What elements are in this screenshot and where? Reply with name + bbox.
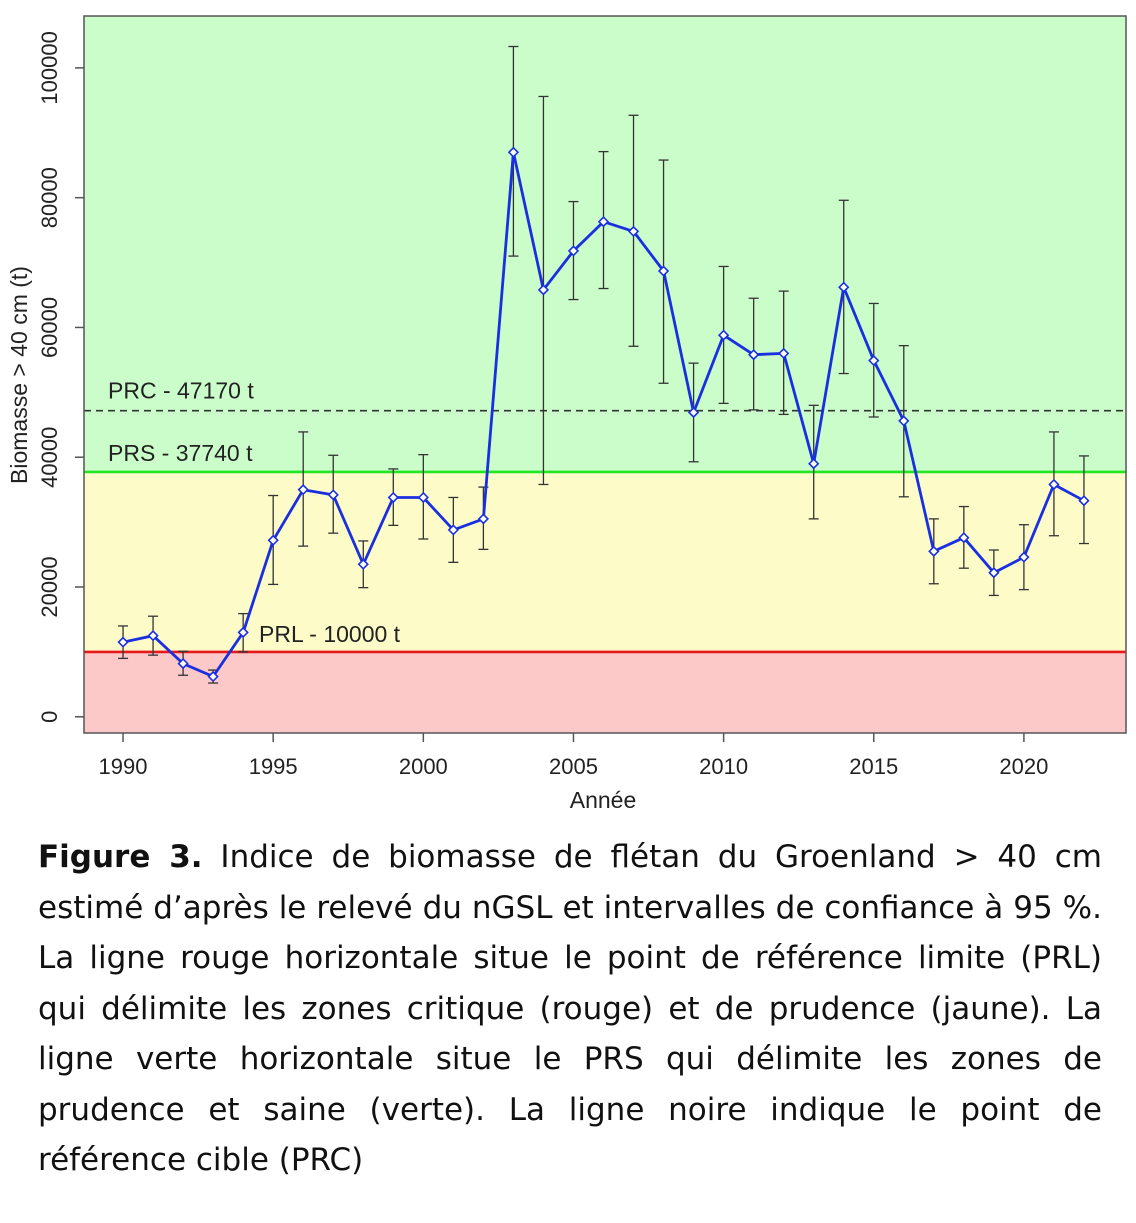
caption-text: Indice de biomasse de flétan du Groenlan… xyxy=(38,839,1102,1178)
data-point xyxy=(1078,495,1090,507)
data-point xyxy=(507,146,520,158)
data-point xyxy=(928,545,940,557)
data-point xyxy=(267,534,279,546)
y-tick-label: 20000 xyxy=(37,556,62,617)
data-point xyxy=(237,626,249,639)
y-tick-label: 60000 xyxy=(37,297,62,358)
data-point xyxy=(687,406,700,419)
zone-prudence xyxy=(84,471,1126,652)
data-point xyxy=(988,567,1000,579)
reference-lines xyxy=(84,409,1126,654)
data-point xyxy=(1048,478,1060,491)
data-point xyxy=(537,284,550,296)
data-point xyxy=(627,225,640,238)
x-tick-label: 2005 xyxy=(549,754,598,779)
y-axis: 0 20000 40000 60000 80000 100000 xyxy=(37,31,84,723)
data-point xyxy=(657,265,670,277)
data-point xyxy=(147,630,159,642)
zone-backgrounds xyxy=(84,16,1126,733)
x-tick-label: 2015 xyxy=(849,754,898,779)
x-tick-label: 1990 xyxy=(99,754,148,779)
data-point xyxy=(297,484,309,496)
data-point xyxy=(838,281,850,293)
reference-labels: PRL - 10000 t PRS - 37740 t PRC - 47170 t xyxy=(108,378,401,647)
y-tick-label: 80000 xyxy=(37,167,62,228)
data-point xyxy=(447,524,459,536)
x-tick-label: 2010 xyxy=(699,754,748,779)
data-point xyxy=(778,347,790,360)
plot-frame xyxy=(83,15,1127,734)
data-point xyxy=(958,532,970,544)
data-point xyxy=(868,354,880,367)
x-tick-label: 1995 xyxy=(249,754,298,779)
y-tick-label: 40000 xyxy=(37,427,62,488)
data-point xyxy=(808,458,820,470)
data-point xyxy=(327,489,339,501)
data-point xyxy=(177,657,189,670)
figure-caption: Figure 3. Indice de biomasse de flétan d… xyxy=(38,832,1102,1186)
x-axis: 1990 1995 2000 2005 2010 2015 2020 xyxy=(99,733,1048,779)
x-tick-label: 2020 xyxy=(999,754,1048,779)
y-tick-label: 100000 xyxy=(37,31,62,104)
reference-label: PRC - 47170 t xyxy=(108,378,254,404)
y-axis-label: Biomasse > 40 cm (t) xyxy=(6,266,32,484)
x-axis-label: Année xyxy=(570,787,637,813)
data-points xyxy=(117,146,1090,683)
y-tick-label: 0 xyxy=(37,711,62,723)
zone-saine xyxy=(84,16,1126,472)
data-point xyxy=(417,491,429,504)
data-point xyxy=(1018,551,1030,563)
reference-label: PRS - 37740 t xyxy=(108,440,253,466)
data-point xyxy=(117,636,129,648)
data-point xyxy=(597,216,610,228)
zone-critique xyxy=(84,651,1126,733)
data-point xyxy=(567,245,580,257)
x-tick-label: 2000 xyxy=(399,754,448,779)
data-point xyxy=(898,415,910,427)
data-point xyxy=(477,513,490,525)
data-point xyxy=(207,670,219,683)
data-point xyxy=(357,558,369,570)
figure-label: Figure 3. xyxy=(38,839,203,875)
data-point xyxy=(717,329,730,341)
data-point xyxy=(387,491,399,504)
data-point xyxy=(748,349,760,361)
reference-label: PRL - 10000 t xyxy=(259,621,401,647)
